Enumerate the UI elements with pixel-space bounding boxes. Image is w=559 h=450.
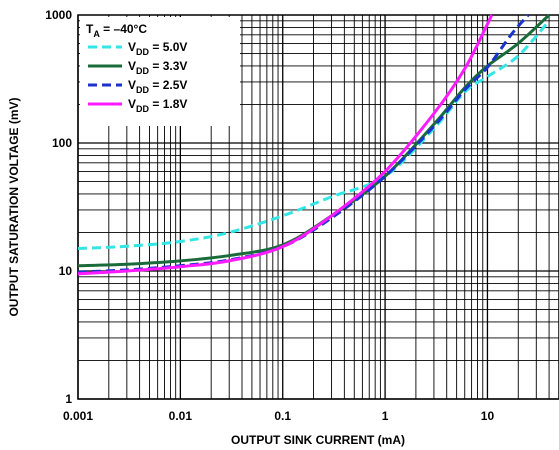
y-tick-label: 10	[59, 264, 73, 278]
y-tick-label: 1	[65, 392, 72, 406]
legend-label-4: VDD = 1.8V	[128, 97, 187, 114]
x-tick-label: 0.001	[63, 409, 93, 423]
y-axis-label: OUTPUT SATURATION VOLTAGE (mV)	[7, 97, 21, 316]
legend-box	[80, 17, 240, 126]
x-tick-label: 0.1	[274, 409, 291, 423]
series-lines	[77, 13, 551, 276]
tick-labels: 0.001 0.01 0.1 1 10 1 10 100 1000	[45, 8, 494, 423]
legend-label-1: VDD = 5.0V	[128, 40, 187, 57]
x-tick-label: 10	[481, 409, 495, 423]
x-tick-label: 1	[382, 409, 389, 423]
series-line-4	[77, 14, 494, 276]
x-axis-label: OUTPUT SINK CURRENT (mA)	[231, 433, 405, 447]
x-tick-label: 0.01	[169, 409, 193, 423]
y-tick-label: 1000	[45, 8, 72, 22]
legend-title: TA = –40°C	[86, 22, 147, 39]
legend-label-2: VDD = 3.3V	[128, 59, 187, 76]
y-tick-label: 100	[52, 136, 72, 150]
legend-label-3: VDD = 2.5V	[128, 78, 187, 95]
series-line-1	[77, 19, 551, 250]
